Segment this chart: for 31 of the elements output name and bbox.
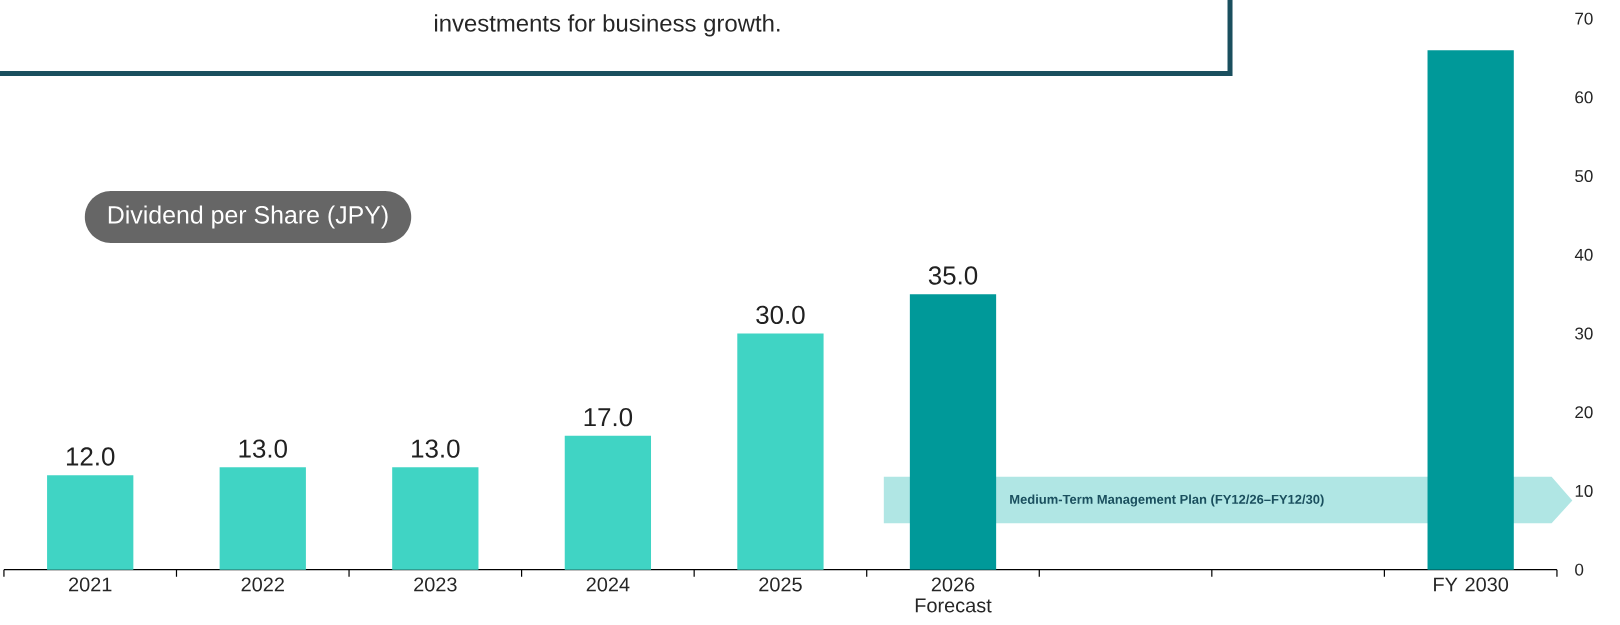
- annotation: Medium-Term Management Plan (FY12/26–FY12/30): [1010, 494, 1324, 507]
- y-tick-label: 20: [1575, 406, 1593, 419]
- bar: [737, 333, 824, 570]
- x-tick-label: 2022: [241, 577, 284, 592]
- x-tick-label: 2026 Forecast: [915, 577, 992, 613]
- bar: [909, 294, 997, 570]
- bar: [564, 435, 652, 570]
- data-label: 13.0: [412, 439, 460, 458]
- data-label: 12.0: [66, 447, 115, 466]
- x-tick-label: 2024: [586, 577, 630, 592]
- y-tick-label: 60: [1575, 91, 1593, 104]
- x-tick-label: 2023: [414, 577, 457, 592]
- y-tick-label: 10: [1575, 484, 1593, 497]
- data-label: 17.0: [584, 407, 633, 427]
- annotation: investments for business growth.: [435, 14, 780, 37]
- y-tick-label: 70: [1575, 12, 1593, 25]
- x-tick-label: 2021: [69, 577, 112, 592]
- y-tick-label: 0: [1575, 563, 1584, 576]
- x-tick-label: FY 2030: [1434, 577, 1509, 592]
- y-tick-label: 30: [1575, 327, 1593, 340]
- data-label: 35.0: [928, 266, 978, 285]
- data-label: 13.0: [239, 439, 287, 458]
- bar: [392, 467, 479, 570]
- bar: [1427, 50, 1514, 570]
- y-tick-label: 40: [1574, 248, 1593, 261]
- bar: [219, 467, 306, 570]
- y-tick-label: 50: [1575, 170, 1593, 183]
- x-tick-label: 2025: [759, 577, 802, 592]
- data-label: 30.0: [756, 305, 805, 324]
- text: Dividend per Share (JPY): [108, 205, 388, 229]
- bar: [47, 475, 134, 570]
